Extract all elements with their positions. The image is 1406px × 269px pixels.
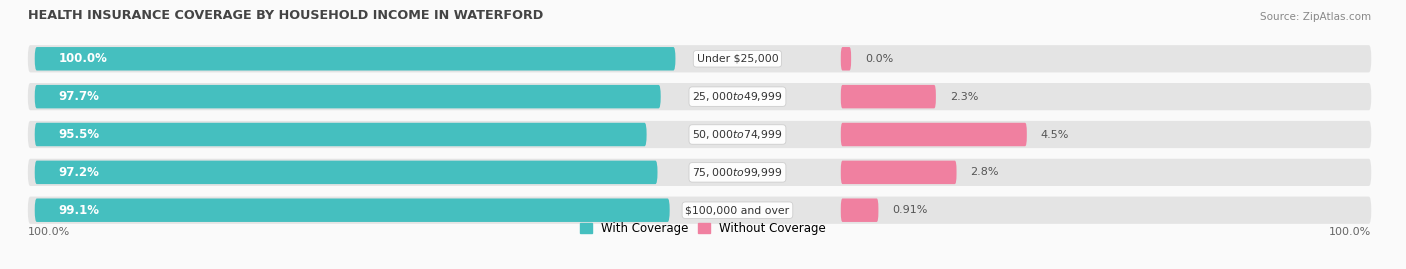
FancyBboxPatch shape (35, 161, 658, 184)
Text: 2.8%: 2.8% (970, 167, 998, 177)
FancyBboxPatch shape (841, 161, 956, 184)
Text: Source: ZipAtlas.com: Source: ZipAtlas.com (1260, 12, 1371, 22)
FancyBboxPatch shape (35, 85, 661, 108)
FancyBboxPatch shape (35, 47, 675, 70)
Text: HEALTH INSURANCE COVERAGE BY HOUSEHOLD INCOME IN WATERFORD: HEALTH INSURANCE COVERAGE BY HOUSEHOLD I… (28, 9, 543, 22)
FancyBboxPatch shape (841, 199, 879, 222)
FancyBboxPatch shape (28, 197, 1371, 224)
Text: 100.0%: 100.0% (1329, 227, 1371, 237)
Text: $25,000 to $49,999: $25,000 to $49,999 (692, 90, 783, 103)
FancyBboxPatch shape (841, 85, 936, 108)
Text: 95.5%: 95.5% (59, 128, 100, 141)
FancyBboxPatch shape (35, 199, 669, 222)
Text: $100,000 and over: $100,000 and over (685, 205, 790, 215)
Text: 2.3%: 2.3% (949, 92, 979, 102)
FancyBboxPatch shape (841, 47, 851, 70)
Text: 100.0%: 100.0% (59, 52, 108, 65)
Text: 100.0%: 100.0% (28, 227, 70, 237)
FancyBboxPatch shape (28, 83, 1371, 110)
Text: 4.5%: 4.5% (1040, 129, 1069, 140)
FancyBboxPatch shape (28, 121, 1371, 148)
FancyBboxPatch shape (28, 159, 1371, 186)
Text: 97.2%: 97.2% (59, 166, 100, 179)
Text: 0.91%: 0.91% (893, 205, 928, 215)
Text: 99.1%: 99.1% (59, 204, 100, 217)
Text: 97.7%: 97.7% (59, 90, 100, 103)
Text: 0.0%: 0.0% (865, 54, 893, 64)
FancyBboxPatch shape (35, 123, 647, 146)
Text: Under $25,000: Under $25,000 (696, 54, 779, 64)
FancyBboxPatch shape (28, 45, 1371, 72)
Text: $50,000 to $74,999: $50,000 to $74,999 (692, 128, 783, 141)
FancyBboxPatch shape (841, 123, 1026, 146)
Legend: With Coverage, Without Coverage: With Coverage, Without Coverage (579, 222, 827, 235)
Text: $75,000 to $99,999: $75,000 to $99,999 (692, 166, 783, 179)
